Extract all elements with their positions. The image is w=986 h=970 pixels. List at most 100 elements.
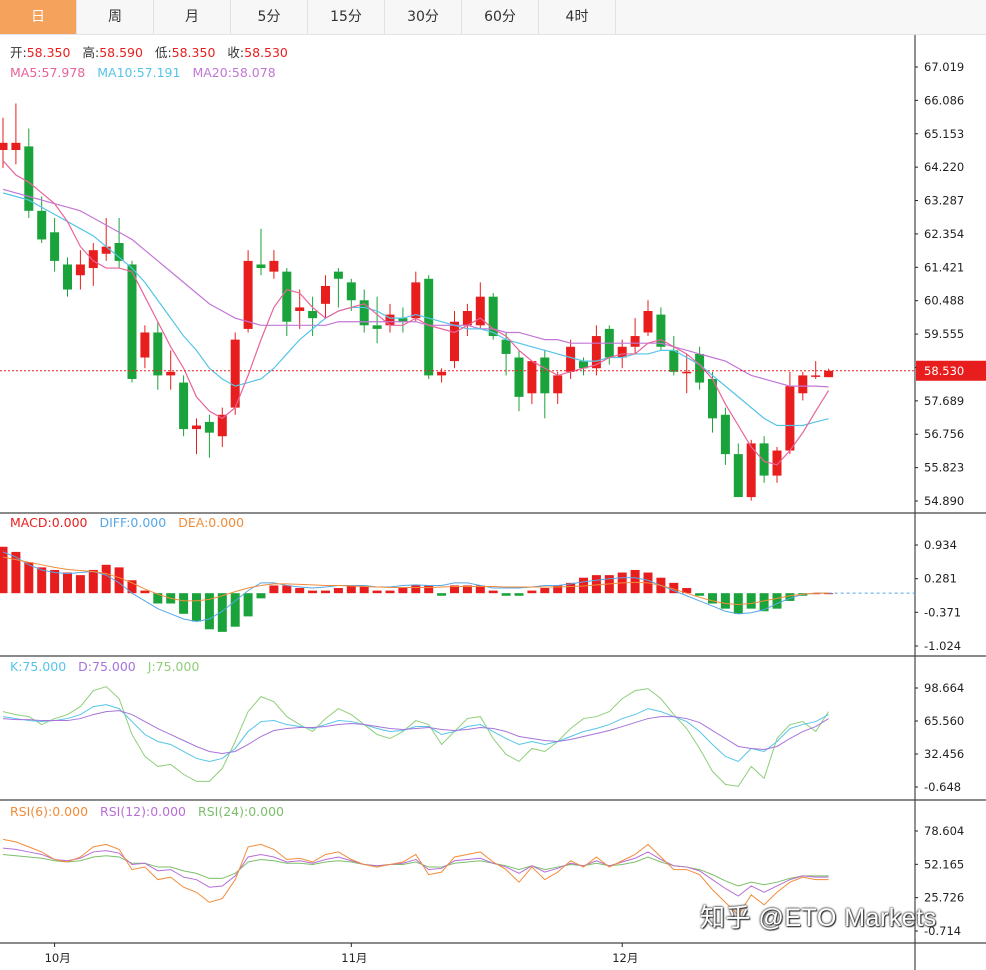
diff-line xyxy=(2,551,829,623)
macd-bar xyxy=(540,588,550,594)
macd-bar xyxy=(75,575,85,594)
tab-8[interactable]: 4时 xyxy=(539,0,616,34)
macd-bar xyxy=(514,593,524,596)
macd-bar xyxy=(630,569,640,594)
macd-bar xyxy=(462,585,472,594)
macd-bar xyxy=(0,546,8,594)
candle-body xyxy=(695,353,705,383)
candle-body xyxy=(527,361,537,394)
price-tick-label: 66.086 xyxy=(924,93,964,107)
candle-body xyxy=(24,146,34,211)
candle-body xyxy=(295,307,305,311)
macd-bar xyxy=(269,585,279,594)
candle-body xyxy=(708,378,717,419)
macd-bar xyxy=(230,593,240,627)
macd-bar xyxy=(669,582,679,594)
macd-bar xyxy=(488,590,498,594)
macd-bar xyxy=(424,585,434,594)
candle-body xyxy=(450,321,459,362)
kdj-tick-label: -0.648 xyxy=(924,780,961,794)
kdj-info: K:75.000 D:75.000 J:75.000 xyxy=(10,659,199,674)
macd-bar xyxy=(179,593,189,614)
macd-bar xyxy=(11,551,21,594)
macd-bar xyxy=(772,593,782,609)
macd-bar xyxy=(591,575,601,594)
candle-body xyxy=(192,425,201,430)
macd-bar xyxy=(24,562,34,594)
kdj-tick-label: 65.560 xyxy=(924,714,964,728)
price-tick-label: 54.890 xyxy=(924,494,964,508)
d-line xyxy=(2,710,829,754)
macd-bar xyxy=(63,572,72,594)
candle-body xyxy=(682,371,692,374)
month-label: 11月 xyxy=(341,951,367,965)
candle-body xyxy=(101,246,111,254)
candle-body xyxy=(127,264,137,379)
macd-tick-label: -0.371 xyxy=(924,605,961,619)
macd-bar xyxy=(346,585,356,594)
candle-body xyxy=(617,346,627,358)
tab-7[interactable]: 60分 xyxy=(462,0,539,34)
candle-body xyxy=(656,314,666,347)
candlestick-chart: 67.019 66.086 65.153 64.220 63.287 62.354 61.4… xyxy=(0,35,986,970)
candle-body xyxy=(333,271,343,279)
candle-body xyxy=(785,386,795,451)
candle-body xyxy=(475,296,485,326)
macd-bar xyxy=(733,593,743,614)
candle-body xyxy=(114,243,124,261)
macd-bar xyxy=(566,582,576,594)
macd-bar xyxy=(398,588,408,594)
ma-info: MA5:57.978 MA10:57.191 MA20:58.078 xyxy=(10,65,276,80)
rsi-tick-label: 78.604 xyxy=(924,824,964,838)
tab-6[interactable]: 30分 xyxy=(385,0,462,34)
kdj-tick-label: 32.456 xyxy=(924,747,964,761)
macd-bar xyxy=(385,590,395,594)
macd-tick-label: 0.281 xyxy=(924,572,957,586)
candle-body xyxy=(733,454,743,498)
macd-tick-label: 0.934 xyxy=(924,538,957,552)
macd-bar xyxy=(153,593,163,604)
macd-bar xyxy=(579,577,588,594)
macd-bar xyxy=(321,590,330,594)
candle-body xyxy=(256,264,266,269)
price-tick-label: 65.153 xyxy=(924,127,964,141)
macd-bar xyxy=(217,593,227,632)
candle-body xyxy=(759,443,769,476)
tab-5[interactable]: 15分 xyxy=(308,0,385,34)
timeframe-tabs: 日周月 5分 15分 30分 60分 4时 xyxy=(0,0,986,35)
tab-3[interactable]: 月 xyxy=(154,0,231,34)
month-label: 12月 xyxy=(612,951,638,965)
ma20-line xyxy=(2,188,829,388)
candle-body xyxy=(166,371,176,376)
candle-body xyxy=(824,370,834,378)
rsi-tick-label: -0.714 xyxy=(924,924,961,938)
macd-bar xyxy=(140,590,150,594)
macd-bar xyxy=(501,593,511,596)
candle-body xyxy=(11,142,21,150)
price-tick-label: 60.488 xyxy=(924,294,964,308)
candle-body xyxy=(540,357,550,394)
candle-body xyxy=(204,421,214,433)
candle-body xyxy=(643,310,653,333)
candle-body xyxy=(269,260,279,272)
ohlc-info: 开:58.350 高:58.590 低:58.350 收:58.530 xyxy=(10,45,288,60)
candle-body xyxy=(230,339,240,408)
candle-body xyxy=(746,443,756,498)
candle-body xyxy=(811,375,821,377)
candle-body xyxy=(411,282,421,319)
candle-body xyxy=(424,278,434,376)
candle-body xyxy=(772,450,782,476)
candle-body xyxy=(501,339,511,354)
macd-bar xyxy=(411,585,421,594)
tab-4[interactable]: 5分 xyxy=(231,0,308,34)
macd-bar xyxy=(372,590,382,594)
macd-bar xyxy=(101,564,111,594)
tab-2[interactable]: 周 xyxy=(77,0,154,34)
candle-body xyxy=(243,260,253,329)
macd-bar xyxy=(475,585,485,594)
candle-body xyxy=(88,250,98,269)
price-tick-label: 59.555 xyxy=(924,327,964,341)
tab-1[interactable]: 日 xyxy=(0,0,77,34)
macd-bar xyxy=(50,569,60,594)
candle-body xyxy=(346,282,356,301)
